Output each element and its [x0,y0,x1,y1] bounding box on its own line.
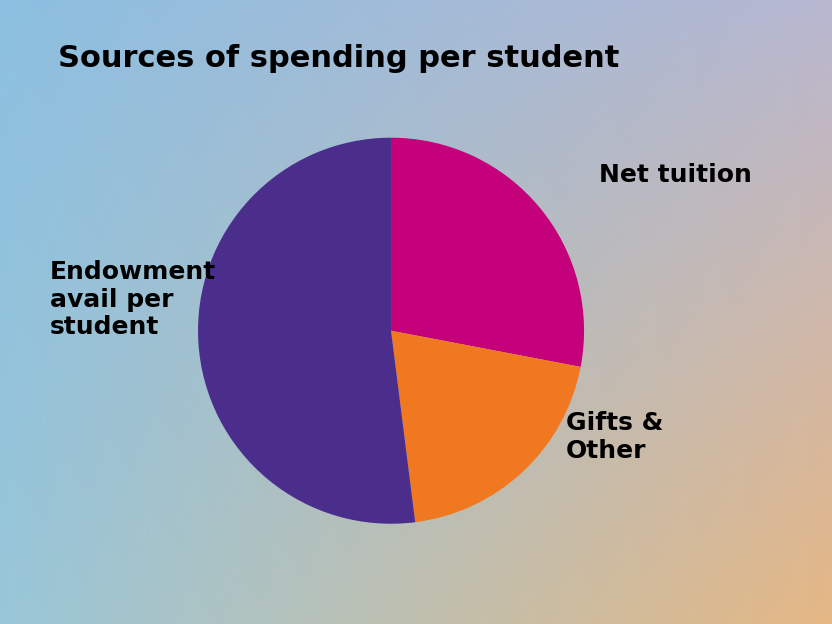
Text: Endowment
avail per
student: Endowment avail per student [50,260,216,339]
Text: Gifts &
Other: Gifts & Other [566,411,663,463]
Wedge shape [198,138,415,524]
Text: Net tuition: Net tuition [599,163,752,187]
Text: Sources of spending per student: Sources of spending per student [58,44,620,72]
Wedge shape [391,331,581,522]
Wedge shape [391,138,584,367]
